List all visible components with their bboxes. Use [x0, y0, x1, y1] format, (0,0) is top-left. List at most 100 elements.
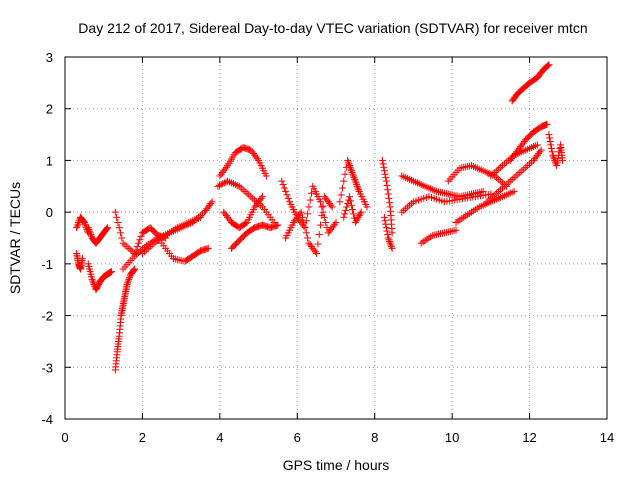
data-point-interp: [382, 174, 390, 182]
data-point: [537, 146, 545, 154]
data-point-interp: [217, 181, 225, 189]
y-tick-label: -1: [41, 257, 53, 272]
data-point-interp: [216, 181, 224, 189]
data-point-interp: [380, 167, 388, 175]
data-point-interp: [219, 180, 227, 188]
data-point-interp: [319, 202, 327, 210]
data-point-interp: [352, 179, 360, 187]
data-point-interp: [341, 170, 349, 178]
data-point-interp: [382, 224, 390, 232]
data-point: [80, 218, 88, 226]
data-point-interp: [222, 163, 230, 171]
data-point-interp: [135, 239, 143, 247]
y-tick-label: 0: [46, 205, 53, 220]
data-point: [262, 172, 270, 180]
data-point-interp: [338, 184, 346, 192]
data-point-interp: [345, 160, 353, 168]
data-point: [351, 177, 359, 185]
data-point-interp: [314, 240, 322, 248]
data-point: [88, 275, 96, 283]
data-point: [297, 208, 305, 216]
data-point-interp: [322, 218, 330, 226]
data-point-interp: [207, 200, 215, 208]
data-point: [278, 177, 286, 185]
data-point-interp: [554, 155, 562, 163]
data-point: [545, 61, 553, 69]
data-point-interp: [114, 218, 122, 226]
data-point-interp: [315, 231, 323, 239]
plot-frame: [64, 56, 608, 420]
data-point: [78, 255, 86, 263]
data-point-interp: [544, 62, 552, 70]
data-point-interp: [257, 194, 265, 202]
data-point: [313, 250, 321, 258]
data-point-interp: [125, 275, 133, 283]
data-point-interp: [86, 229, 94, 237]
data-point: [357, 208, 365, 216]
data-point-interp: [344, 158, 352, 166]
data-point-interp: [385, 236, 393, 244]
data-point-interp: [318, 212, 326, 220]
data-point-interp: [381, 217, 389, 225]
data-point-interp: [380, 163, 388, 171]
data-point: [274, 221, 282, 229]
data-point-interp: [346, 162, 354, 170]
data-point-interp: [283, 191, 291, 199]
data-point-interp: [86, 227, 94, 235]
data-point: [107, 268, 115, 276]
data-point-interp: [553, 158, 561, 166]
data-point: [384, 234, 392, 242]
x-tick-label: 12: [522, 430, 536, 445]
data-point-interp: [282, 187, 290, 195]
y-tick-label: 2: [46, 102, 53, 117]
y-tick-label: -4: [41, 412, 53, 427]
data-point: [131, 265, 139, 273]
data-point-interp: [253, 155, 261, 163]
data-point-interp: [548, 144, 556, 152]
data-point-interp: [136, 236, 144, 244]
data-point-interp: [280, 184, 288, 192]
x-tick-label: 10: [445, 430, 459, 445]
data-point-interp: [349, 172, 357, 180]
data-point-interp: [386, 199, 394, 207]
data-point-interp: [384, 186, 392, 194]
y-tick-label: -3: [41, 360, 53, 375]
data-point-interp: [348, 206, 356, 214]
data-point: [73, 224, 81, 232]
data-point-interp: [118, 234, 126, 242]
data-point: [104, 224, 112, 232]
x-axis-label: GPS time / hours: [283, 457, 390, 473]
data-point-interp: [284, 194, 292, 202]
data-point-interp: [353, 181, 361, 189]
data-point: [388, 229, 396, 237]
data-point-interp: [385, 194, 393, 202]
data-point-interp: [347, 165, 355, 173]
data-point-interp: [102, 225, 110, 233]
data-point-interp: [536, 148, 544, 156]
data-point-interp: [354, 184, 362, 192]
x-tick-label: 4: [216, 430, 223, 445]
data-point: [380, 213, 388, 221]
data-point-interp: [546, 134, 554, 142]
data-point-interp: [304, 210, 312, 218]
data-point-interp: [319, 208, 327, 216]
data-point: [510, 187, 518, 195]
data-point-interp: [89, 277, 97, 285]
data-point-interp: [552, 160, 560, 168]
data-point: [332, 218, 340, 226]
data-point: [204, 244, 212, 252]
data-point-interp: [384, 231, 392, 239]
data-point: [84, 224, 92, 232]
data-point-interp: [340, 177, 348, 185]
data-point-interp: [74, 220, 82, 228]
data-point-interp: [220, 179, 228, 187]
data-point-interp: [318, 203, 326, 211]
data-point-interp: [351, 175, 359, 183]
data-point: [553, 162, 561, 170]
data-point-interp: [381, 170, 389, 178]
data-point-interp: [547, 141, 555, 149]
data-point-interp: [311, 248, 319, 256]
data-point-interp: [387, 241, 395, 249]
data-point-interp: [353, 182, 361, 190]
